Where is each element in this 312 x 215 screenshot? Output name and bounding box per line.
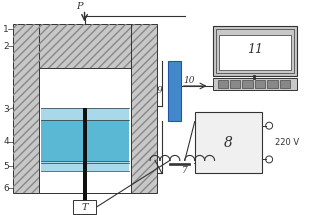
Text: 5: 5 bbox=[3, 162, 9, 171]
Bar bbox=[217, 80, 228, 88]
Bar bbox=[218, 35, 291, 70]
Bar bbox=[83, 108, 86, 207]
Bar bbox=[41, 108, 129, 120]
Text: 10: 10 bbox=[184, 76, 195, 85]
Text: 1: 1 bbox=[3, 25, 9, 34]
Bar bbox=[168, 61, 181, 121]
Text: 11: 11 bbox=[247, 43, 263, 56]
Bar bbox=[39, 68, 131, 193]
Bar bbox=[41, 120, 129, 163]
Text: 220 V: 220 V bbox=[275, 138, 299, 147]
Bar bbox=[73, 200, 96, 214]
Text: 6: 6 bbox=[3, 184, 9, 193]
Text: 4: 4 bbox=[3, 137, 9, 146]
Text: 9: 9 bbox=[157, 86, 163, 95]
Text: P: P bbox=[77, 2, 83, 11]
Text: T: T bbox=[81, 203, 88, 212]
Bar bbox=[13, 25, 157, 193]
Bar bbox=[242, 80, 253, 88]
Bar bbox=[39, 25, 131, 68]
Bar bbox=[255, 80, 265, 88]
Bar bbox=[230, 80, 240, 88]
Text: 3: 3 bbox=[3, 105, 9, 114]
Bar bbox=[39, 25, 131, 68]
Text: 8: 8 bbox=[224, 135, 233, 150]
Bar bbox=[195, 112, 262, 173]
Text: 2: 2 bbox=[3, 42, 9, 51]
Bar bbox=[41, 161, 129, 171]
Bar bbox=[212, 78, 297, 90]
Bar bbox=[216, 29, 294, 73]
Text: 7: 7 bbox=[182, 166, 188, 175]
Bar bbox=[13, 25, 157, 193]
Bar bbox=[280, 80, 290, 88]
Bar bbox=[212, 26, 297, 76]
Bar bbox=[267, 80, 278, 88]
